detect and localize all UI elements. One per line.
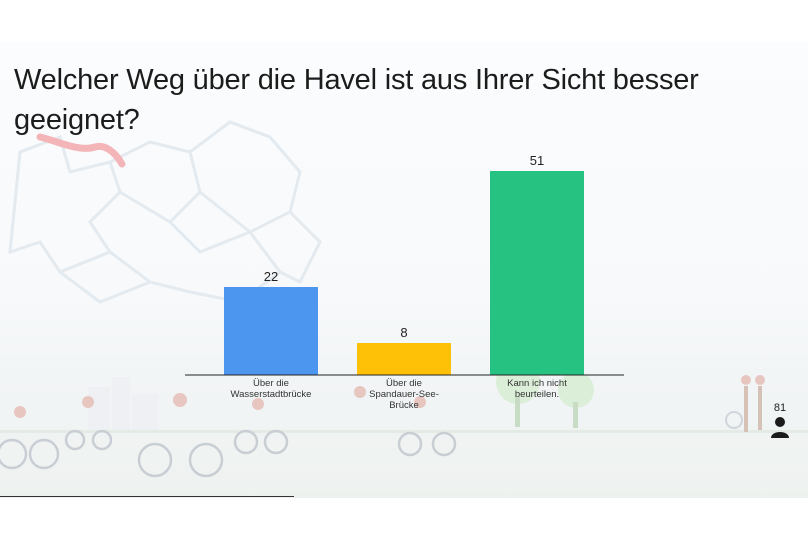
data-label-3: 51 — [530, 153, 544, 168]
slide: Welcher Weg über die Havel ist aus Ihrer… — [0, 42, 808, 498]
pedestrians-illustration-icon — [725, 386, 762, 432]
category-label-2: Über die Spandauer-See-Brücke — [369, 378, 439, 411]
question-title: Welcher Weg über die Havel ist aus Ihrer… — [14, 64, 699, 136]
data-labels-group: 22 8 51 — [264, 153, 544, 340]
riders-illustration-icon — [14, 375, 765, 418]
category-label-3: Kann ich nicht beurteilen. — [507, 378, 567, 400]
participant-count: 81 — [773, 402, 787, 414]
footer-divider — [0, 496, 294, 497]
bar-3 — [490, 171, 584, 375]
category-labels-group: Über die Wasserstadtbrücke Über die Spandau… — [231, 378, 568, 411]
data-label-2: 8 — [400, 325, 407, 340]
bar-1 — [224, 287, 318, 375]
data-label-1: 22 — [264, 269, 278, 284]
bar-2 — [357, 343, 451, 375]
person-icon — [771, 417, 789, 438]
city-skyline-icon — [88, 377, 158, 430]
bars-group — [224, 171, 584, 375]
category-label-1: Über die Wasserstadtbrücke — [231, 378, 312, 400]
participant-counter: 81 — [768, 402, 792, 443]
river-mark-icon — [36, 133, 126, 168]
cyclists-illustration-icon — [0, 429, 457, 478]
